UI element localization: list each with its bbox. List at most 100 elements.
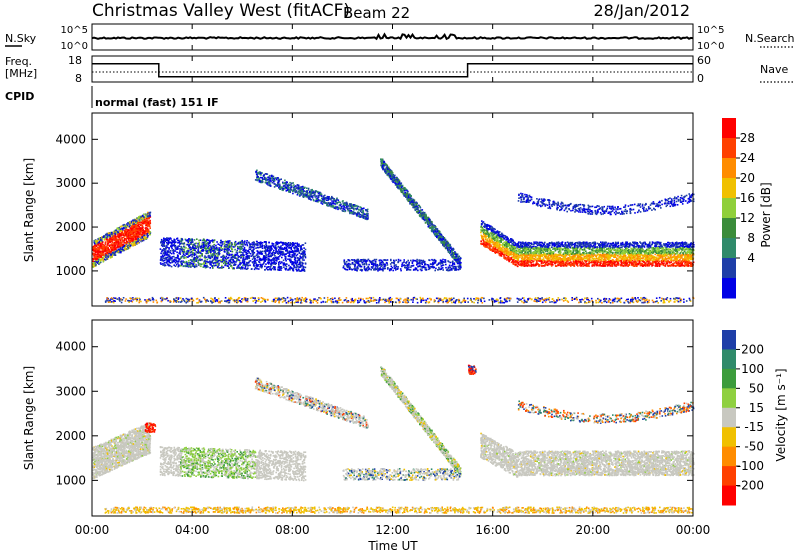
scatter-point bbox=[198, 241, 201, 244]
scatter-point bbox=[169, 255, 171, 257]
scatter-point bbox=[248, 261, 250, 264]
scatter-point bbox=[272, 267, 274, 270]
scatter-point bbox=[248, 248, 251, 250]
scatter-point bbox=[294, 191, 297, 194]
scatter-point bbox=[204, 266, 207, 269]
scatter-point bbox=[169, 252, 171, 254]
scatter-point bbox=[222, 258, 224, 260]
scatter-point bbox=[217, 265, 219, 268]
scatter-point bbox=[194, 242, 197, 245]
scatter-point bbox=[196, 238, 198, 240]
scatter-point bbox=[102, 257, 104, 259]
scatter-point bbox=[300, 253, 303, 255]
scatter-point bbox=[104, 233, 107, 236]
scatter-point bbox=[141, 222, 144, 224]
scatter-point bbox=[359, 214, 361, 216]
scatter-point bbox=[328, 196, 330, 198]
scatter-point bbox=[92, 253, 94, 256]
scatter-point bbox=[228, 263, 231, 266]
scatter-point bbox=[330, 203, 333, 206]
scatter-point bbox=[440, 241, 443, 243]
scatter-point bbox=[127, 244, 130, 247]
scatter-point bbox=[210, 240, 212, 242]
scatter-point bbox=[253, 268, 256, 271]
scatter-point bbox=[104, 259, 107, 261]
scatter-point bbox=[199, 245, 201, 248]
scatter-point bbox=[301, 259, 304, 261]
scatter-point bbox=[110, 251, 112, 253]
scatter-point bbox=[193, 239, 196, 241]
scatter-point bbox=[343, 206, 346, 208]
scatter-point bbox=[133, 226, 135, 228]
scatter-point bbox=[113, 232, 116, 234]
scatter-point bbox=[267, 261, 270, 264]
scatter-point bbox=[202, 241, 204, 244]
scatter-point bbox=[113, 239, 115, 241]
scatter-point bbox=[165, 245, 168, 247]
scatter-point bbox=[163, 250, 166, 252]
scatter-point bbox=[130, 230, 132, 233]
scatter-point bbox=[159, 259, 162, 261]
scatter-point bbox=[282, 259, 285, 262]
scatter-point bbox=[256, 256, 259, 259]
scatter-point bbox=[107, 243, 109, 245]
scatter-point bbox=[294, 185, 297, 187]
scatter-point bbox=[273, 268, 275, 271]
scatter-point bbox=[232, 267, 234, 270]
scatter-point bbox=[113, 252, 116, 254]
scatter-point bbox=[237, 264, 240, 267]
scatter-point bbox=[327, 204, 329, 207]
scatter-point bbox=[116, 240, 118, 243]
scatter-point bbox=[226, 244, 229, 247]
scatter-point bbox=[200, 263, 203, 265]
scatter-point bbox=[120, 229, 123, 232]
scatter-point bbox=[102, 257, 105, 259]
scatter-point bbox=[319, 199, 322, 202]
scatter-point bbox=[107, 253, 109, 255]
scatter-point bbox=[219, 259, 221, 262]
scatter-point bbox=[216, 266, 219, 269]
scatter-point bbox=[110, 239, 112, 242]
scatter-point bbox=[301, 189, 304, 192]
scatter-point bbox=[199, 239, 202, 241]
scatter-point bbox=[351, 212, 353, 214]
scatter-point bbox=[180, 239, 183, 242]
scatter-point bbox=[108, 232, 110, 234]
scatter-point bbox=[211, 239, 214, 241]
scatter-point bbox=[444, 239, 447, 242]
scatter-point bbox=[409, 194, 412, 196]
scatter-point bbox=[294, 250, 296, 252]
scatter-point bbox=[386, 173, 389, 175]
scatter-point bbox=[178, 264, 180, 266]
scatter-point bbox=[162, 260, 165, 262]
scatter-point bbox=[285, 259, 287, 262]
scatter-point bbox=[254, 260, 257, 263]
scatter-point bbox=[172, 251, 175, 254]
scatter-point bbox=[166, 243, 169, 246]
scatter-point bbox=[402, 192, 404, 194]
scatter-point bbox=[246, 256, 249, 258]
scatter-point bbox=[186, 253, 188, 255]
scatter-point bbox=[180, 262, 183, 265]
scatter-point bbox=[274, 244, 277, 247]
scatter-point bbox=[234, 257, 236, 259]
scatter-point bbox=[294, 262, 297, 264]
scatter-point bbox=[455, 257, 458, 260]
scatter-point bbox=[128, 221, 131, 223]
scatter-point bbox=[112, 231, 115, 234]
scatter-point bbox=[341, 200, 344, 203]
scatter-point bbox=[162, 241, 164, 244]
scatter-point bbox=[302, 250, 305, 253]
scatter-point bbox=[182, 253, 185, 256]
scatter-point bbox=[224, 241, 226, 243]
scatter-point bbox=[286, 250, 289, 253]
scatter-point bbox=[275, 262, 277, 264]
scatter-point bbox=[225, 241, 228, 243]
scatter-point bbox=[146, 230, 148, 232]
scatter-point bbox=[190, 238, 192, 241]
scatter-point bbox=[173, 242, 176, 245]
scatter-point bbox=[135, 227, 138, 230]
scatter-point bbox=[109, 234, 111, 237]
scatter-point bbox=[423, 219, 426, 222]
scatter-point bbox=[280, 253, 282, 256]
